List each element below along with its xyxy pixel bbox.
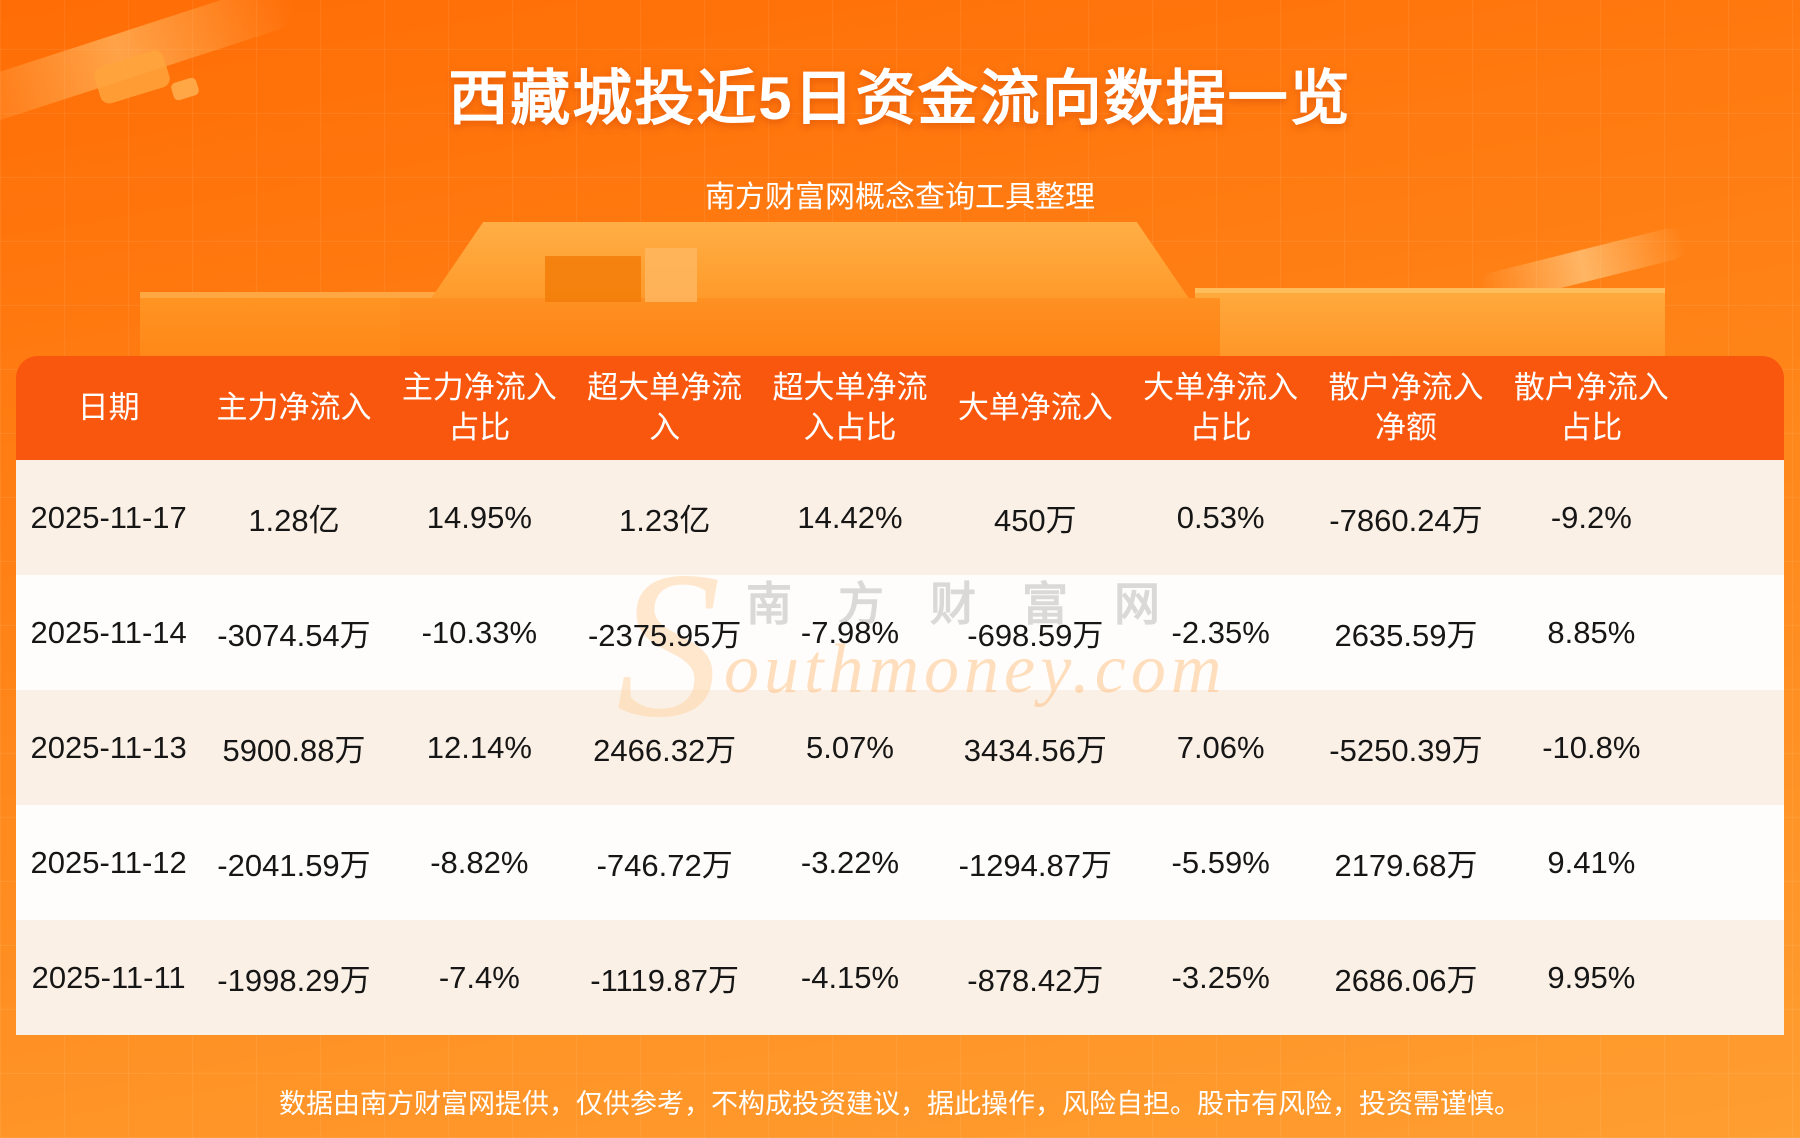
table-cell: 2025-11-12: [30, 844, 187, 880]
table-cell: -5.59%: [1171, 844, 1270, 880]
podium-cube: [545, 256, 641, 302]
table-cell: 2466.32万: [593, 733, 737, 768]
column-header-main-inflow: 主力净流入: [216, 389, 372, 425]
table-cell: -3074.54万: [217, 618, 371, 653]
page-subtitle: 南方财富网概念查询工具整理: [705, 181, 1095, 214]
light-streak-right: [1477, 225, 1689, 307]
page-title: 西藏城投近5日资金流向数据一览: [448, 65, 1352, 132]
table-cell: -698.59万: [967, 618, 1104, 653]
column-header-xl-order-inflow: 超大单净流 入: [587, 369, 743, 445]
table-cell: 7.06%: [1176, 729, 1265, 765]
table-cell: -7860.24万: [1329, 503, 1483, 538]
table-cell: -2.35%: [1171, 614, 1270, 650]
table-row: 2025-11-12 -2041.59万 -8.82% -746.72万 -3.…: [16, 805, 1784, 920]
disclaimer-text: 数据由南方财富网提供，仅供参考，不构成投资建议，据此操作，风险自担。股市有风险，…: [279, 1089, 1521, 1119]
column-header-large-order-inflow-pct: 大单净流入 占比: [1143, 369, 1299, 445]
table-cell: 12.14%: [426, 729, 532, 765]
table-cell: -1294.87万: [958, 848, 1113, 883]
column-header-retail-inflow: 散户净流入 净额: [1328, 369, 1484, 445]
table-cell: 14.42%: [797, 499, 903, 535]
table-cell: 8.85%: [1547, 614, 1636, 650]
table-cell: -2375.95万: [587, 618, 742, 653]
table-cell: 14.95%: [426, 499, 532, 535]
table-cell: -1998.29万: [217, 963, 371, 998]
table-cell: -9.2%: [1550, 499, 1632, 535]
podium-left-box: [140, 292, 530, 360]
table-cell: 2635.59万: [1334, 618, 1478, 653]
table-cell: -3.25%: [1171, 959, 1270, 995]
table-cell: 9.95%: [1547, 959, 1636, 995]
podium-top-face: [430, 222, 1190, 300]
table-cell: -10.33%: [421, 614, 538, 650]
table-cell: -1119.87万: [590, 963, 740, 998]
table-row: 2025-11-13 5900.88万 12.14% 2466.32万 5.07…: [16, 690, 1784, 805]
table-cell: 2179.68万: [1334, 848, 1478, 883]
table-cell: 9.41%: [1547, 844, 1636, 880]
table-cell: 1.28亿: [248, 503, 340, 538]
column-header-main-inflow-pct: 主力净流入 占比: [401, 369, 557, 445]
table-cell: -4.15%: [800, 959, 900, 995]
table-row: 2025-11-14 -3074.54万 -10.33% -2375.95万 -…: [16, 575, 1784, 690]
column-header-xl-order-inflow-pct: 超大单净流 入占比: [772, 369, 928, 445]
table-row: 2025-11-17 1.28亿 14.95% 1.23亿 14.42% 450…: [16, 460, 1784, 575]
column-header-date: 日期: [77, 389, 140, 425]
table-cell: 2025-11-13: [30, 729, 187, 765]
table-cell: 2025-11-17: [30, 499, 187, 535]
podium-right-box: [1195, 288, 1665, 360]
table-cell: 5900.88万: [222, 733, 366, 768]
podium-cube-light: [645, 248, 697, 302]
table-row: 2025-11-11 -1998.29万 -7.4% -1119.87万 -4.…: [16, 920, 1784, 1035]
table-cell: -746.72万: [596, 848, 733, 883]
table-cell: 2025-11-14: [30, 614, 187, 650]
table-cell: 0.53%: [1176, 499, 1265, 535]
table-cell: -10.8%: [1542, 729, 1641, 765]
column-header-large-order-inflow: 大单净流入: [957, 389, 1113, 425]
table-cell: 2686.06万: [1334, 963, 1478, 998]
table-cell: -3.22%: [800, 844, 900, 880]
table-cell: -7.98%: [800, 614, 900, 650]
fund-flow-table: S 南方财富网 outhmoney.com 日期 主力净流入 主力净流入 占比 …: [16, 356, 1784, 1035]
column-header-retail-inflow-pct: 散户净流入 占比: [1513, 369, 1669, 445]
table-cell: -5250.39万: [1329, 733, 1483, 768]
table-cell: -878.42万: [967, 963, 1104, 998]
table-cell: 5.07%: [806, 729, 894, 765]
podium-front-face: [400, 298, 1220, 360]
table-cell: -8.82%: [430, 844, 529, 880]
table-header-row: 日期 主力净流入 主力净流入 占比 超大单净流 入 超大单净流 入占比 大单净流…: [16, 356, 1784, 460]
table-cell: 3434.56万: [963, 733, 1107, 768]
table-cell: -2041.59万: [217, 848, 371, 883]
table-cell: -7.4%: [438, 959, 520, 995]
table-cell: 450万: [993, 503, 1077, 538]
table-cell: 2025-11-11: [31, 959, 186, 995]
table-cell: 1.23亿: [618, 503, 711, 538]
